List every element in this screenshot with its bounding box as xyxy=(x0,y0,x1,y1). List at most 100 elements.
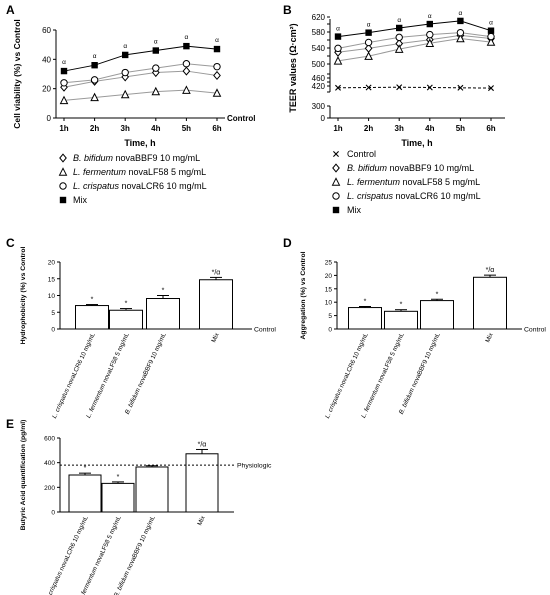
legend-marker xyxy=(59,196,67,204)
significance-label: * xyxy=(400,302,403,309)
legend-marker xyxy=(331,177,341,186)
data-point xyxy=(364,51,373,60)
legend-label: Control xyxy=(347,149,376,159)
y-tick-label: 40 xyxy=(42,55,51,64)
series-line xyxy=(337,86,492,89)
significance-label: * xyxy=(84,465,87,472)
data-point xyxy=(426,84,433,91)
data-point xyxy=(456,33,465,43)
data-point xyxy=(335,84,341,91)
y-axis-title: Aggregation (%) vs Control xyxy=(300,251,307,339)
data-point xyxy=(395,33,403,42)
series-line xyxy=(63,45,218,72)
panel-a-chart: 0 20 40 60 1h 2h 3h 4h 5h 6h Time, h Cell viability… xyxy=(12,19,255,148)
x-tick-label: Mix xyxy=(484,331,495,344)
y-tick-label: 300 xyxy=(312,102,326,111)
x-tick-label: B. bifidum novaBBF9 10 mg/mL xyxy=(113,514,157,595)
data-point xyxy=(152,64,160,72)
significance-label: */α xyxy=(198,441,207,448)
y-tick-label: 60 xyxy=(42,26,51,35)
x-tick-label: 2h xyxy=(90,124,99,133)
y-tick-label: 15 xyxy=(48,276,56,283)
data-point xyxy=(394,44,404,53)
legend-label: Mix xyxy=(73,195,87,205)
y-tick-label: 10 xyxy=(325,300,333,307)
y-tick-label: 400 xyxy=(44,460,55,467)
significance-label: * xyxy=(125,301,128,308)
x-tick-label: B. bifidum novaBBF9 10 mg/mL xyxy=(124,331,168,415)
significance-label: * xyxy=(364,298,367,305)
data-point xyxy=(152,47,159,54)
data-point xyxy=(90,76,99,84)
y-tick-label: 200 xyxy=(44,485,55,492)
significance-label: α xyxy=(367,22,371,29)
y-tick-label: 5 xyxy=(51,310,55,317)
data-point xyxy=(120,89,130,99)
y-tick-label: 0 xyxy=(51,327,55,334)
legend-label: Mix xyxy=(347,205,361,215)
significance-label: * xyxy=(436,291,439,298)
data-point xyxy=(365,29,372,36)
bar xyxy=(420,300,454,330)
data-point xyxy=(334,33,342,40)
significance-label: α xyxy=(428,13,432,20)
significance-label: */α xyxy=(486,267,495,274)
x-tick-label: L. crispatus novaLCR6 10 mg/mL xyxy=(44,514,90,595)
x-axis-title: Time, h xyxy=(124,138,155,148)
legend-label: L. fermentum novaLF58 5 mg/mL xyxy=(73,167,206,177)
data-point xyxy=(121,68,129,77)
data-point xyxy=(122,51,129,59)
y-axis-title: TEER values (Ω·cm²) xyxy=(288,23,298,112)
y-tick-label: 5 xyxy=(328,313,332,320)
panel-a-legend: B. bifidum novaBBF9 10 mg/mL L. fermentum… xyxy=(58,153,207,205)
panel-b-legend: Control B. bifidum novaBBF9 10 mg/mL L. fe… xyxy=(331,149,481,215)
x-tick-label: 4h xyxy=(425,124,434,133)
y-tick-label: 0 xyxy=(51,510,55,517)
bar xyxy=(109,309,143,330)
data-point xyxy=(364,38,373,47)
series-line xyxy=(337,20,492,38)
significance-label: * xyxy=(117,474,120,481)
panel-e-chart: 0 200 400 600 Butyric Acid quantification (p… xyxy=(20,420,272,595)
y-tick-label: 620 xyxy=(312,13,326,22)
x-axis-title: Time, h xyxy=(401,138,432,148)
panel-letter-e: E xyxy=(6,417,14,431)
bar xyxy=(146,298,180,330)
data-point xyxy=(457,17,464,25)
data-point xyxy=(151,86,161,96)
data-point xyxy=(182,85,191,94)
x-tick-label: 1h xyxy=(59,124,68,133)
data-point xyxy=(60,67,68,75)
series-line xyxy=(63,89,218,101)
data-point xyxy=(486,37,496,46)
bar xyxy=(185,453,219,513)
significance-label: α xyxy=(62,59,66,66)
data-point xyxy=(334,44,342,53)
data-point xyxy=(213,45,221,53)
reference-label: Physiologic xyxy=(237,463,272,470)
significance-label: α xyxy=(185,34,189,41)
data-point xyxy=(213,70,221,81)
series-line xyxy=(63,70,218,88)
significance-label: α xyxy=(154,39,158,46)
series-line xyxy=(337,38,492,62)
y-tick-label: 500 xyxy=(312,60,326,69)
legend-marker xyxy=(332,163,340,173)
significance-label: α xyxy=(489,20,493,27)
legend-marker xyxy=(333,151,339,157)
x-tick-label: 5h xyxy=(456,124,465,133)
x-tick-label: 4h xyxy=(151,124,160,133)
significance-label: α xyxy=(459,10,463,17)
y-axis-title: Cell viability (%) vs Control xyxy=(12,19,22,129)
x-tick-label: 5h xyxy=(182,124,191,133)
y-tick-label: 460 xyxy=(312,74,326,83)
data-point xyxy=(426,20,433,28)
bar xyxy=(473,276,507,330)
significance-label: α xyxy=(93,53,97,60)
y-tick-label: 0 xyxy=(328,327,332,334)
data-point xyxy=(91,62,98,69)
bar xyxy=(135,466,169,513)
legend-marker xyxy=(332,192,340,200)
x-tick-label: L. crispatus novaLCR6 10 mg/mL xyxy=(324,331,370,419)
